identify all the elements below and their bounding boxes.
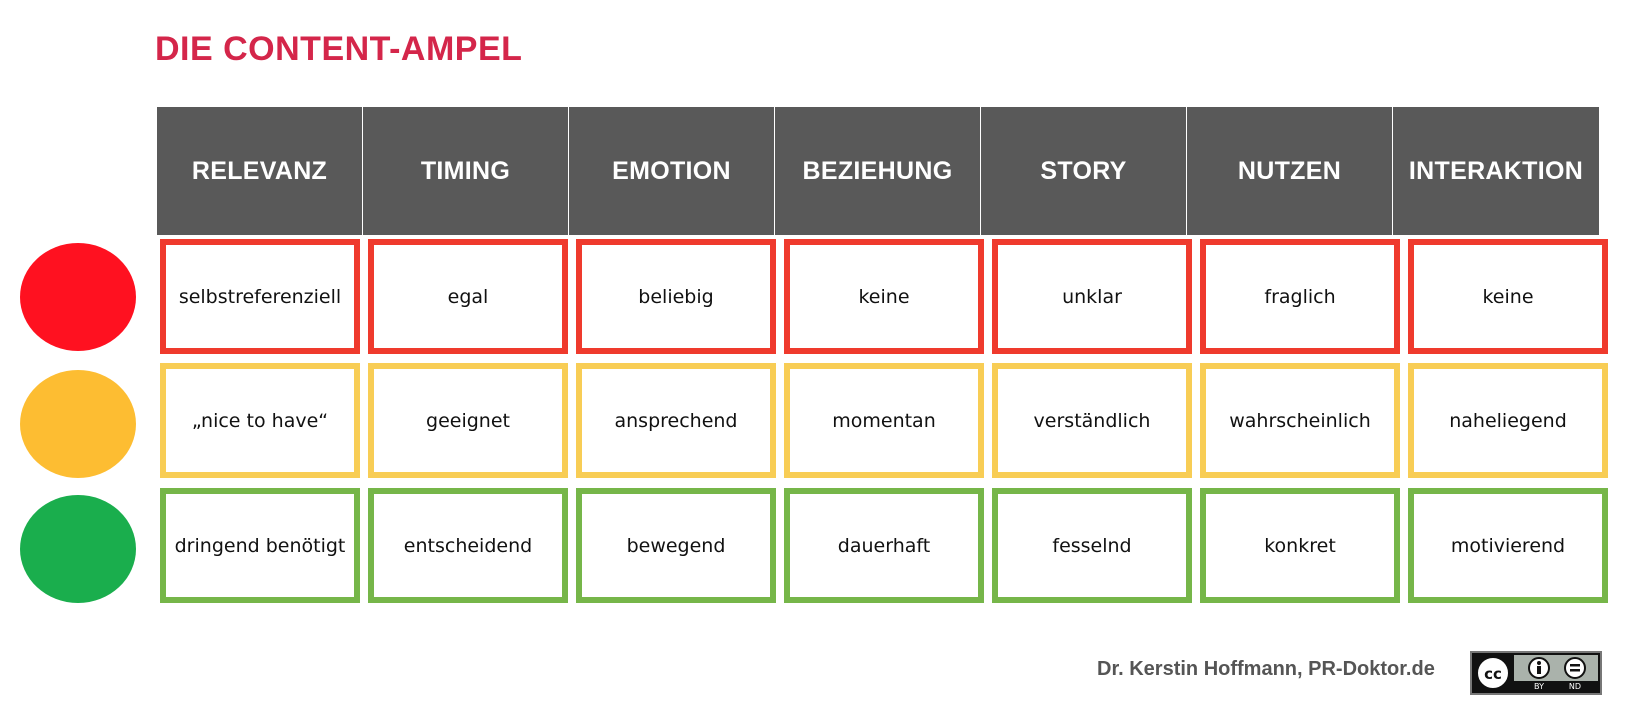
green-cell-beziehung: dauerhaft [784,488,984,603]
green-light-icon [20,495,136,603]
yellow-row: „nice to have“ geeignet ansprechend mome… [160,363,1608,478]
column-header-nutzen: NUTZEN [1187,107,1393,235]
yellow-cell-story: verständlich [992,363,1192,478]
green-row: dringend benötigt entscheidend bewegend … [160,488,1608,603]
column-header-story: STORY [981,107,1187,235]
column-header-beziehung: BEZIEHUNG [775,107,981,235]
green-cell-relevanz: dringend benötigt [160,488,360,603]
yellow-cell-emotion: ansprechend [576,363,776,478]
svg-text:cc: cc [1484,665,1502,683]
license-label-nd: ND [1569,682,1581,691]
column-header-timing: TIMING [363,107,569,235]
red-cell-emotion: beliebig [576,239,776,354]
yellow-cell-beziehung: momentan [784,363,984,478]
red-row: selbstreferenziell egal beliebig keine u… [160,239,1608,354]
license-label-by: BY [1534,682,1544,691]
page-title: DIE CONTENT-AMPEL [155,30,523,68]
column-header-interaktion: INTERAKTION [1393,107,1599,235]
red-cell-timing: egal [368,239,568,354]
author-credit: Dr. Kerstin Hoffmann, PR-Doktor.de [1097,658,1435,680]
yellow-cell-nutzen: wahrscheinlich [1200,363,1400,478]
green-cell-emotion: bewegend [576,488,776,603]
red-cell-nutzen: fraglich [1200,239,1400,354]
yellow-light-icon [20,370,136,478]
green-cell-interaktion: motivierend [1408,488,1608,603]
red-cell-interaktion: keine [1408,239,1608,354]
license-badge-graphic: cc BY ND [1476,655,1598,691]
red-light-icon [20,243,136,351]
yellow-cell-relevanz: „nice to have“ [160,363,360,478]
green-cell-nutzen: konkret [1200,488,1400,603]
yellow-cell-timing: geeignet [368,363,568,478]
green-cell-timing: entscheidend [368,488,568,603]
column-header-emotion: EMOTION [569,107,775,235]
cc-by-nd-license-icon: cc BY ND [1470,651,1602,695]
red-cell-beziehung: keine [784,239,984,354]
header-row: RELEVANZ TIMING EMOTION BEZIEHUNG STORY … [157,107,1599,235]
yellow-cell-interaktion: naheliegend [1408,363,1608,478]
red-cell-story: unklar [992,239,1192,354]
red-cell-relevanz: selbstreferenziell [160,239,360,354]
column-header-relevanz: RELEVANZ [157,107,363,235]
green-cell-story: fesselnd [992,488,1192,603]
